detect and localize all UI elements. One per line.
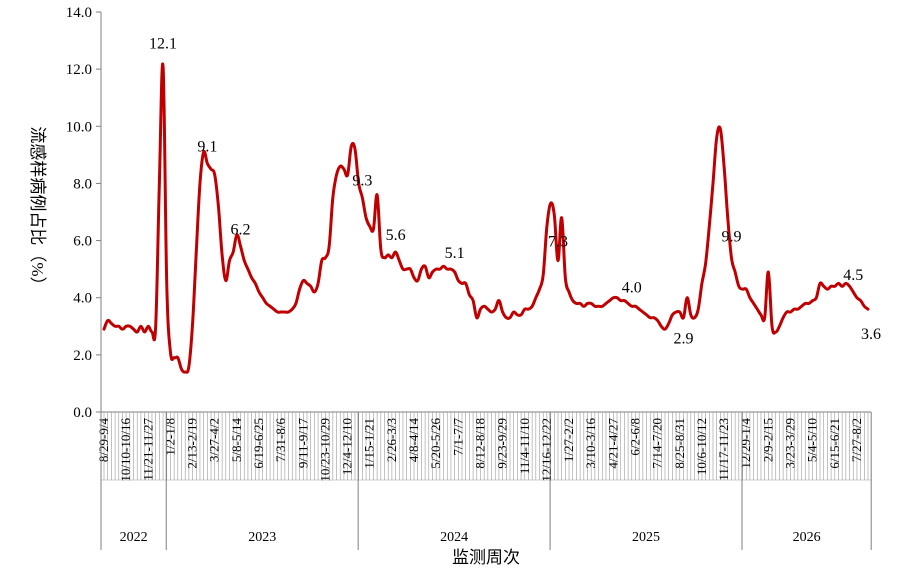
x-tick-label: 2/13-2/19 (185, 418, 200, 469)
data-label: 6.2 (231, 221, 251, 238)
x-tick-label: 1/15-1/21 (362, 418, 377, 469)
year-label: 2022 (120, 530, 148, 545)
y-axis: 0.0 2.0 4.0 6.0 8.0 10.0 12.0 14.0 (66, 5, 102, 421)
x-tick-label: 9/23-9/29 (495, 418, 510, 469)
x-tick-label: 6/19-6/25 (251, 418, 266, 469)
data-label: 7.3 (548, 234, 568, 251)
y-tick-label: 2.0 (73, 348, 92, 364)
x-axis: 8/29-9/4 10/10-10/16 11/21-11/27 1/2-1/8 2/1… (96, 411, 872, 550)
data-label: 4.0 (622, 279, 642, 296)
x-tick-label: 10/6-10/12 (694, 418, 709, 475)
x-tick-label: 12/4-12/10 (340, 418, 355, 475)
year-label: 2026 (793, 530, 821, 545)
year-label: 2025 (632, 530, 660, 545)
annotation-group: 12.1 9.1 6.2 9.3 5.6 5.1 7.3 4.0 2.9 9.9 4.5 3.6 (149, 35, 881, 347)
y-tick-label: 0.0 (73, 405, 92, 421)
x-axis-title: 监测周次 (452, 548, 520, 567)
y-tick-label: 4.0 (73, 291, 92, 307)
x-tick-label: 5/8-5/14 (229, 418, 244, 463)
data-label: 2.9 (673, 331, 693, 348)
year-label: 2024 (440, 530, 468, 545)
y-tick-label: 14.0 (66, 5, 92, 21)
x-tick-label: 11/17-11/23 (716, 418, 731, 481)
x-tick-label: 8/12-8/18 (472, 418, 487, 469)
series-group (102, 62, 870, 374)
x-tick-label: 4/8-4/14 (406, 418, 421, 463)
x-tick-label: 12/16-12/22 (539, 418, 554, 482)
x-tick-label: 6/2-6/8 (627, 418, 642, 456)
x-tick-label: 8/25-8/31 (672, 418, 687, 469)
year-label: 2023 (248, 530, 276, 545)
y-axis-title: 流感样病例占比（%） (28, 126, 47, 293)
y-tick-label: 10.0 (66, 119, 92, 135)
x-tick-label: 4/21-4/27 (605, 418, 620, 469)
y-tick-label: 6.0 (73, 234, 92, 250)
x-tick-label: 10/23-10/29 (317, 418, 332, 482)
data-label: 4.5 (843, 267, 863, 284)
x-tick-label: 10/10-10/16 (118, 418, 133, 482)
x-tick-label: 8/29-9/4 (96, 418, 111, 463)
data-label: 5.6 (386, 227, 406, 244)
x-tick-label: 5/4-5/10 (805, 418, 820, 462)
x-tick-label: 6/15-6/21 (827, 418, 842, 469)
x-tick-label: 12/29-1/4 (738, 418, 753, 469)
x-tick-label: 7/31-8/6 (273, 418, 288, 463)
x-tick-label: 7/1-7/7 (450, 418, 465, 456)
data-label: 12.1 (149, 35, 177, 52)
data-label: 9.1 (197, 138, 217, 155)
x-tick-label: 2/26-3/3 (384, 418, 399, 462)
x-tick-label: 9/11-9/17 (295, 418, 310, 469)
x-tick-label: 3/23-3/29 (782, 418, 797, 469)
x-tick-label: 7/27-8/2 (849, 418, 864, 462)
x-tick-label: 5/20-5/26 (428, 418, 443, 469)
series-line (102, 62, 870, 374)
x-tick-label: 7/14-7/20 (650, 418, 665, 469)
data-label: 9.3 (352, 173, 372, 190)
x-tick-label: 3/10-3/16 (583, 418, 598, 469)
x-tick-label: 1/2-1/8 (162, 418, 177, 456)
data-label: 9.9 (721, 229, 741, 246)
y-tick-label: 8.0 (73, 176, 92, 192)
x-tick-label: 2/9-2/15 (760, 418, 775, 462)
x-tick-label: 11/21-11/27 (140, 418, 155, 481)
x-tick-label: 1/27-2/2 (561, 418, 576, 462)
data-label: 5.1 (445, 245, 465, 262)
x-tick-label: 3/27-4/2 (207, 418, 222, 462)
y-tick-label: 12.0 (66, 62, 92, 78)
x-tick-label: 11/4-11/10 (517, 418, 532, 474)
data-label: 3.6 (861, 326, 881, 343)
